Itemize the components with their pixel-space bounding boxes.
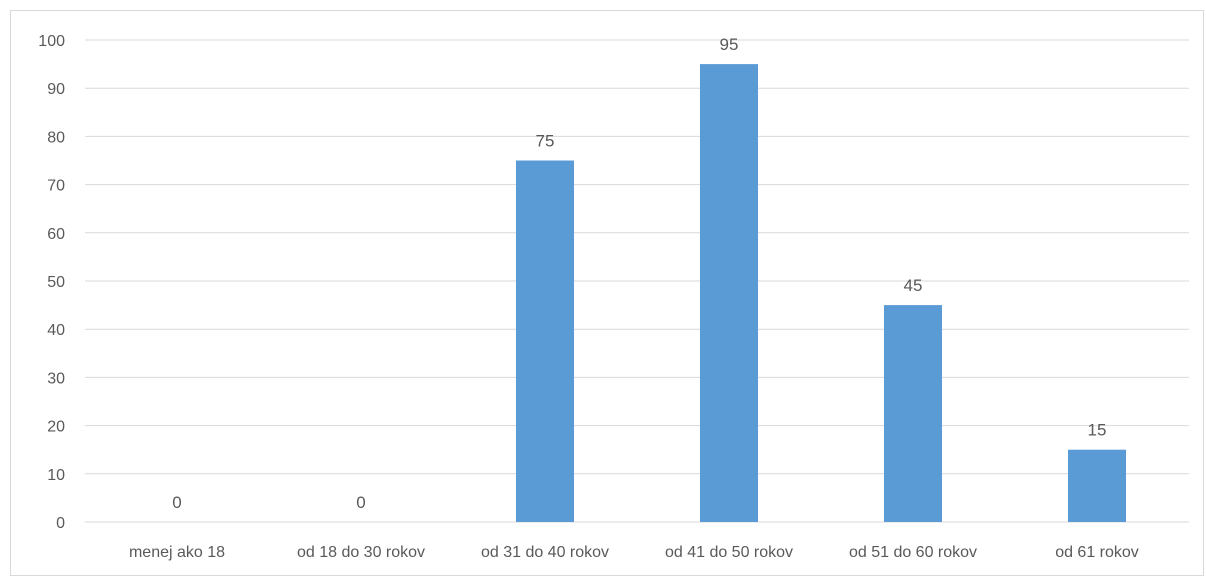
data-label: 0 bbox=[172, 493, 181, 512]
x-tick-label: od 31 do 40 rokov bbox=[481, 544, 609, 561]
data-label: 95 bbox=[720, 35, 739, 54]
bar-5 bbox=[1068, 449, 1126, 522]
x-tick-label: od 41 do 50 rokov bbox=[665, 544, 793, 561]
x-tick-label: od 51 do 60 rokov bbox=[849, 544, 977, 561]
y-tick-label: 20 bbox=[47, 419, 65, 436]
y-tick-label: 80 bbox=[47, 129, 65, 146]
data-label: 0 bbox=[356, 493, 365, 512]
y-tick-label: 30 bbox=[47, 370, 65, 387]
y-tick-label: 10 bbox=[47, 467, 65, 484]
data-label: 45 bbox=[904, 276, 923, 295]
bar-4 bbox=[884, 305, 942, 522]
y-tick-label: 0 bbox=[56, 515, 65, 532]
y-tick-label: 70 bbox=[47, 178, 65, 195]
y-tick-label: 40 bbox=[47, 322, 65, 339]
x-axis-tick-labels: menej ako 18 od 18 do 30 rokov od 31 do 40… bbox=[129, 544, 1139, 561]
data-label: 15 bbox=[1088, 421, 1107, 440]
bar-2 bbox=[516, 160, 574, 522]
gridlines bbox=[85, 39, 1189, 523]
y-tick-label: 100 bbox=[38, 33, 65, 50]
x-tick-label: od 18 do 30 rokov bbox=[297, 544, 425, 561]
y-tick-label: 90 bbox=[47, 81, 65, 98]
bars bbox=[516, 64, 1126, 522]
x-tick-label: od 61 rokov bbox=[1055, 544, 1139, 561]
bar-3 bbox=[700, 64, 758, 522]
data-labels: 0 0 75 95 45 15 bbox=[172, 35, 1106, 512]
y-axis-tick-labels: 0 10 20 30 40 50 60 70 80 90 100 bbox=[38, 33, 65, 532]
x-tick-label: menej ako 18 bbox=[129, 544, 225, 561]
y-tick-label: 50 bbox=[47, 274, 65, 291]
data-label: 75 bbox=[536, 132, 555, 151]
chart-frame bbox=[10, 10, 1204, 576]
y-tick-label: 60 bbox=[47, 226, 65, 243]
